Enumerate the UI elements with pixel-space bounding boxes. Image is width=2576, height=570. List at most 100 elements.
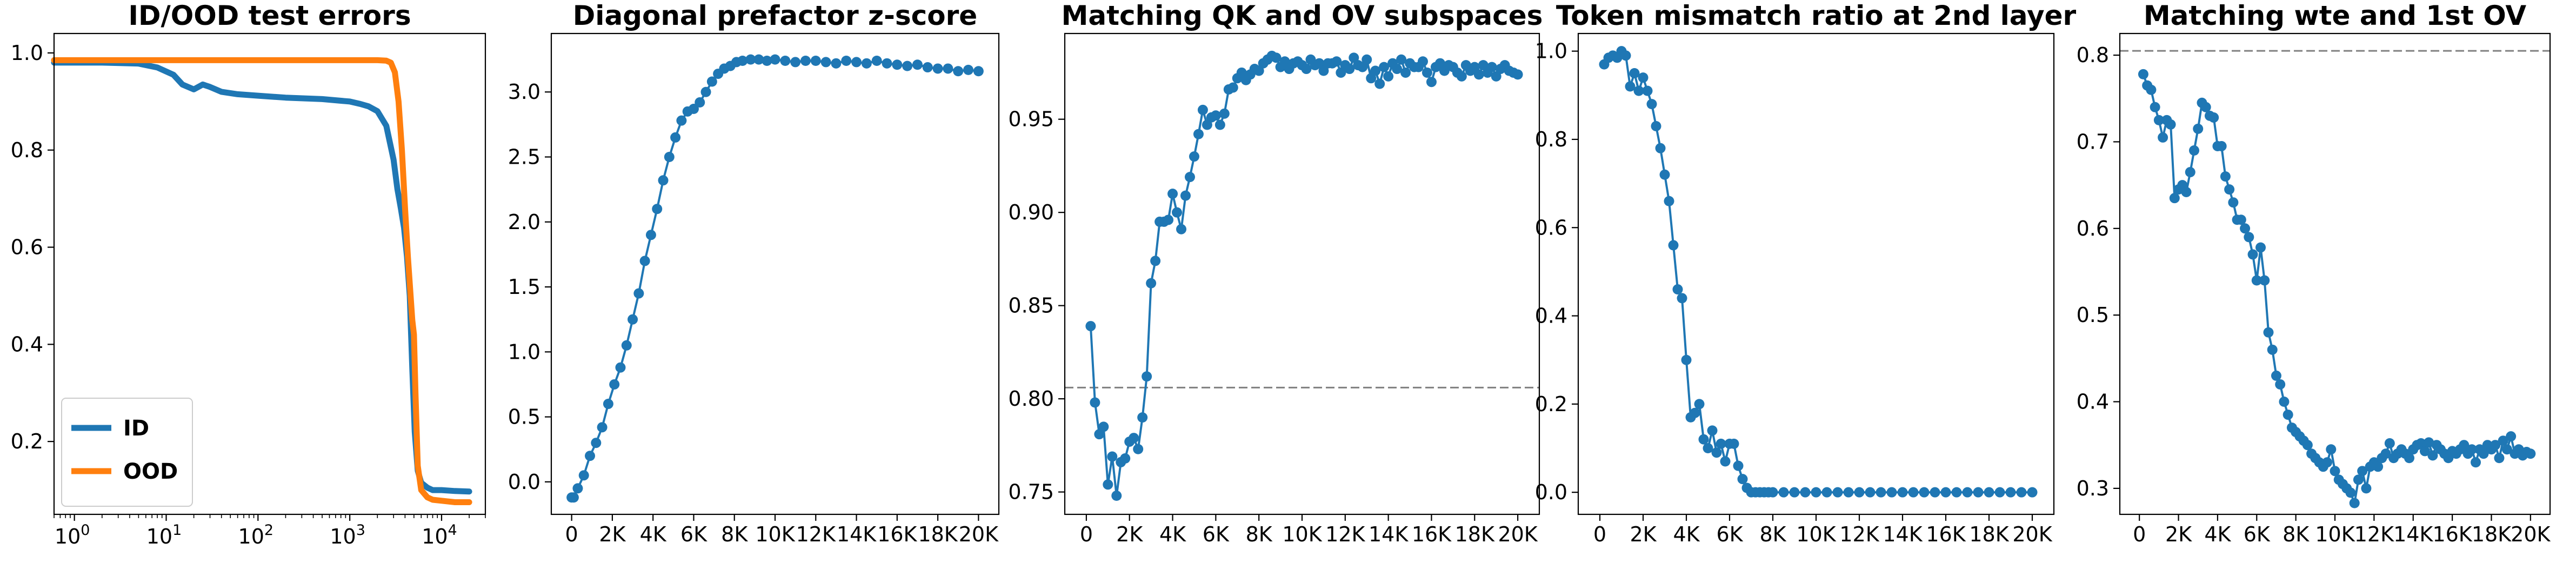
data-point [820,57,831,68]
x-tick-label: 18K [1455,522,1495,546]
x-tick-label: 16K [877,522,917,546]
y-tick-label: 2.5 [508,145,540,169]
data-point [1434,58,1445,69]
data-point [2459,440,2470,451]
data-point [2478,448,2489,459]
data-point [790,57,801,68]
data-point [633,288,644,299]
data-point [1357,62,1368,72]
data-point [2267,344,2278,355]
x-tick-label: 16K [1926,522,1966,546]
x-tick-label: 8K [721,522,748,546]
data-point [2235,214,2246,225]
data-point [2208,112,2219,123]
y-tick-label: 0.6 [2077,217,2109,240]
data-point [1694,399,1705,410]
axes-frame [53,32,486,515]
data-point [2349,498,2360,508]
data-point [688,104,699,115]
x-tick-label: 18K [2472,522,2512,546]
x-tick-exponent: 3 [356,522,365,539]
data-point [800,56,811,66]
data-point [2165,119,2176,130]
panel-diagonal-zscore: Diagonal prefactor z-score 0.0 0.5 1.0 1.5 2.… [508,0,1000,546]
data-point [2466,444,2477,455]
data-point [1107,451,1118,462]
data-point [1876,487,1886,498]
data-point [810,56,821,66]
data-point [1167,189,1178,199]
data-point [871,56,882,66]
data-point [695,97,705,108]
data-point [1120,453,1131,464]
data-point [2326,444,2337,455]
panel-token-mismatch: Token mismatch ratio at 2nd layer 0.0 0.2 0… [1535,0,2077,546]
data-point [1940,487,1951,498]
data-point [2263,327,2274,338]
data-point [1698,434,1709,445]
data-point [706,76,717,87]
data-point [1668,240,1679,251]
data-point [1473,69,1484,80]
y-tick-label: 1.0 [1535,39,1567,63]
x-tick-base: 10 [146,525,172,548]
x-tick-label: 0 [565,522,578,546]
data-point [2259,275,2270,286]
data-point [1349,52,1359,63]
x-tick-label: 10K [2315,522,2355,546]
data-point [591,438,602,448]
y-tick-label: 0.80 [1008,387,1054,411]
data-point [2415,438,2426,449]
data-point [1163,214,1174,225]
data-point [597,422,608,433]
x-tick-exponent: 2 [264,522,273,539]
data-point [1193,129,1204,139]
x-tick-exponent: 0 [81,522,90,539]
y-tick-label: 1.5 [508,275,540,299]
data-point [2373,461,2384,472]
data-point [1400,67,1411,78]
x-tick-label: 10K [755,522,795,546]
x-tick-label: 12K [1325,522,1365,546]
data-point [737,56,748,66]
data-point [2224,184,2235,195]
x-tick-exponent: 4 [448,522,457,539]
x-tick-label: 101 [146,522,182,548]
x-tick-label: 0 [2133,522,2146,546]
data-point [658,175,669,186]
data-point [1897,487,1908,498]
x-tick-base: 10 [55,525,81,548]
data-point [1638,72,1649,83]
data-point [1919,487,1930,498]
data-point [1800,487,1811,498]
data-point [1176,224,1187,234]
data-point [2200,102,2211,112]
data-point [1767,487,1778,498]
data-point [1690,407,1700,418]
data-point [953,66,964,77]
data-point [1227,82,1238,93]
data-point [639,256,650,266]
data-point [2525,448,2536,459]
data-point [1651,120,1661,131]
data-point [1362,54,1372,65]
y-tick-label: 1.0 [11,41,43,65]
data-point [1085,321,1096,332]
data-point [2404,453,2414,464]
x-tick-label: 104 [422,522,457,548]
data-point [1703,443,1713,454]
data-point [1210,110,1221,121]
data-point [2501,444,2512,455]
data-point [2361,483,2372,494]
data-point [2247,249,2258,260]
y-tick-label: 0.0 [1535,480,1567,504]
data-point [572,483,583,494]
data-point [1146,278,1157,289]
data-point [2240,223,2251,234]
series-line-0 [1603,50,2033,494]
data-point [1655,143,1666,153]
data-point [1789,487,1800,498]
data-point [1197,104,1208,115]
data-point [1994,487,2005,498]
